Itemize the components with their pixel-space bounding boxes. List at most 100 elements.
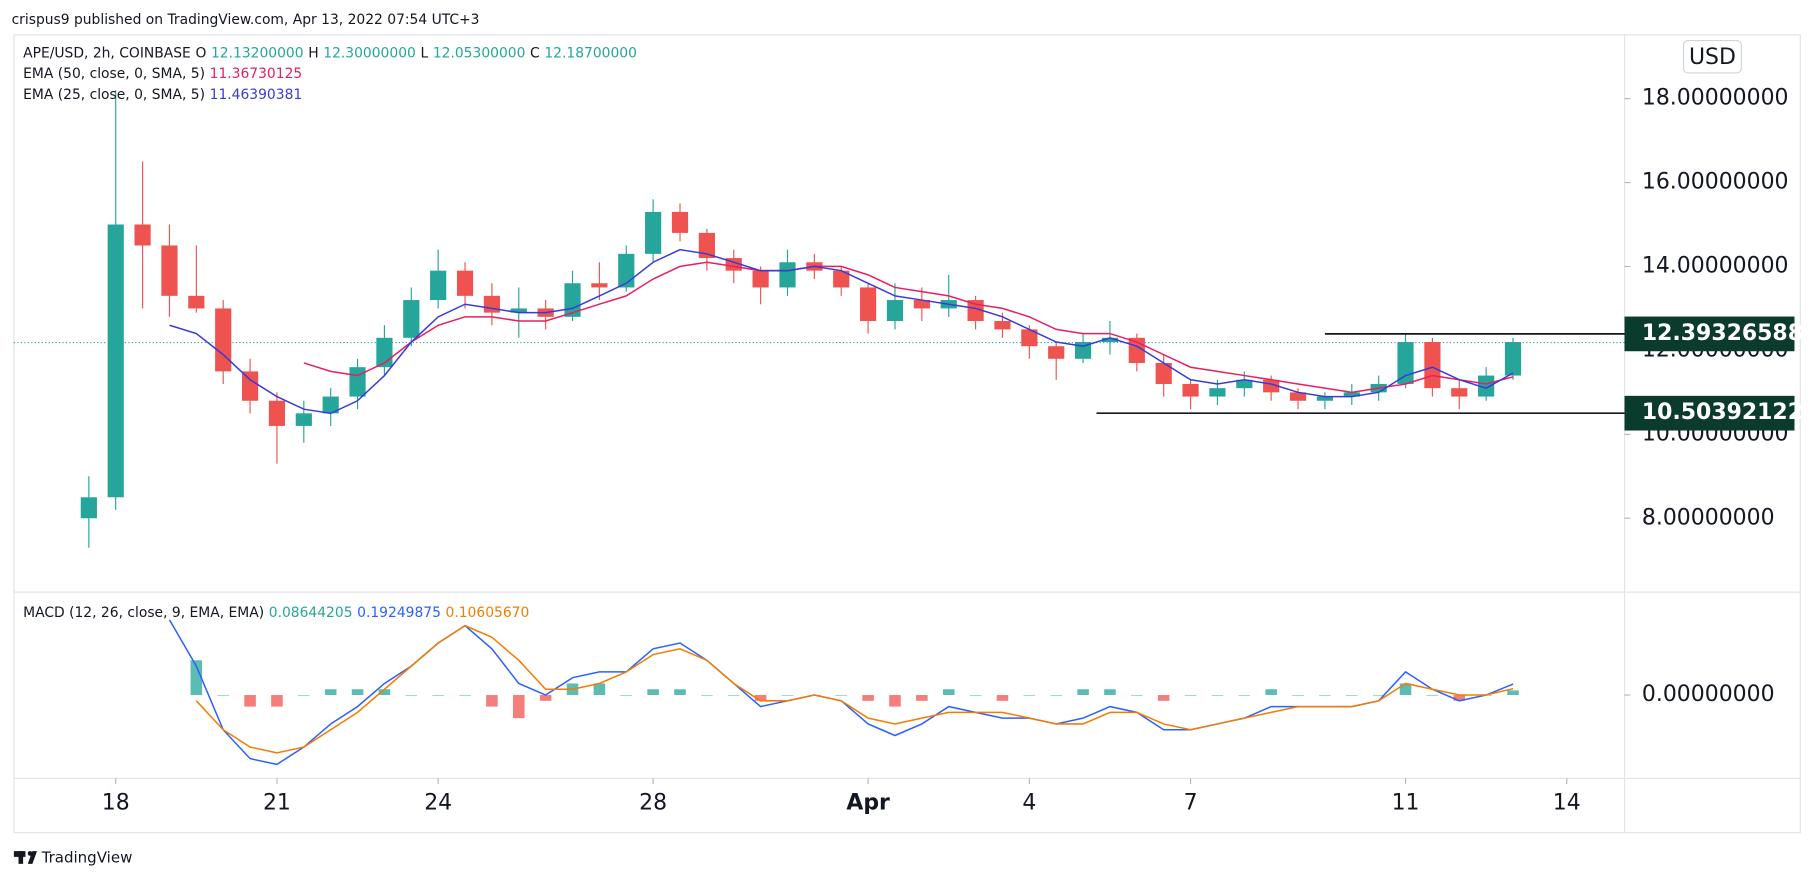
indicator-name: MACD (12, 26, close, 9, EMA, EMA)	[23, 605, 264, 621]
macd-histogram-bar	[1372, 695, 1385, 696]
indicator-value: 11.46390381	[210, 87, 303, 103]
indicator-value: 11.36730125	[210, 66, 303, 82]
ohlc-key: L	[420, 45, 428, 61]
macd-histogram-bar	[996, 695, 1009, 701]
candle-body	[886, 300, 904, 322]
ema-line	[303, 261, 1514, 394]
x-tick-label: 21	[263, 791, 291, 816]
macd-histogram-bar	[701, 695, 713, 696]
ohlc-key: O	[195, 45, 206, 61]
candle-body	[1289, 392, 1307, 401]
macd-histogram-bar	[781, 695, 794, 696]
candle-body	[1451, 388, 1468, 397]
candle-body	[295, 413, 312, 426]
macd-histogram-bar	[835, 695, 848, 696]
macd-histogram-bar	[298, 695, 310, 696]
macd-histogram-bar	[593, 683, 606, 696]
candle-body	[1397, 342, 1414, 384]
macd-histogram-bar	[1453, 695, 1466, 701]
ohlc-value: 12.18700000	[544, 45, 637, 61]
currency: USD	[1689, 45, 1736, 70]
candle-body	[618, 253, 635, 288]
macd-histogram-bar	[1211, 695, 1224, 696]
candle-body	[134, 224, 151, 246]
macd-histogram-bar	[513, 695, 525, 719]
candle-body	[1236, 379, 1253, 389]
candle-body	[1504, 342, 1522, 376]
y-tick-label: 8.00000000	[1642, 505, 1775, 530]
macd-histogram-bar	[1399, 683, 1412, 696]
macd-histogram-bar	[351, 689, 364, 696]
macd-histogram-bar	[1319, 695, 1331, 696]
ohlc-value: 12.05300000	[433, 45, 526, 61]
byline: crispus9 published on TradingView.com, A…	[12, 12, 480, 28]
level-tag	[1624, 316, 1795, 352]
macd-histogram-bar	[539, 695, 552, 701]
macd-histogram-bar	[1050, 695, 1062, 696]
macd-histogram-bar	[1131, 695, 1143, 696]
candle-body	[403, 300, 420, 338]
macd-histogram-bar	[647, 689, 659, 696]
candle-body	[1155, 362, 1172, 384]
macd-histogram-bar	[1346, 695, 1358, 696]
macd-histogram-bar	[1184, 695, 1197, 696]
macd-line	[195, 624, 1514, 754]
currency-box[interactable]	[1682, 40, 1742, 74]
candle-body	[564, 283, 581, 317]
candle-body	[349, 367, 366, 397]
level-label: 12.39326588	[1642, 321, 1803, 346]
macd-histogram-bar	[1507, 690, 1519, 696]
macd-histogram-bar	[378, 689, 391, 696]
candle-body	[107, 224, 124, 498]
macd-histogram-bar	[1077, 689, 1089, 696]
macd-histogram-bar	[405, 695, 418, 696]
chart-frame	[13, 34, 1801, 834]
macd-histogram-bar	[1104, 689, 1116, 696]
candle-body	[322, 396, 339, 414]
candle-body	[483, 295, 501, 313]
y-tick-label: 16.00000000	[1642, 170, 1789, 195]
macd-histogram-bar	[1157, 695, 1170, 701]
indicator-value: 0.10605670	[446, 605, 530, 621]
ohlc-key: C	[530, 45, 540, 61]
indicator-name: EMA (50, close, 0, SMA, 5)	[23, 66, 205, 82]
candle-body	[1478, 375, 1495, 397]
level-tag	[1624, 395, 1795, 431]
ema-line	[169, 248, 1514, 415]
macd-histogram-bar	[432, 695, 444, 696]
candle-body	[1101, 337, 1119, 343]
candle-body	[860, 287, 877, 322]
macd-histogram-bar	[324, 689, 337, 696]
x-tick-label: 7	[1184, 791, 1198, 816]
indicator-value: 0.19249875	[357, 605, 441, 621]
candle-body	[1182, 383, 1199, 397]
candle-body	[1048, 346, 1065, 359]
macd-y-tick-label: 0.00000000	[1642, 682, 1775, 707]
macd-histogram-bar	[190, 660, 203, 696]
indicator-name: EMA (25, close, 0, SMA, 5)	[23, 87, 205, 103]
x-tick-label: 4	[1022, 791, 1036, 816]
macd-histogram-bar	[1238, 695, 1251, 696]
candle-body	[456, 270, 474, 296]
macd-histogram-bar	[942, 689, 955, 696]
ohlc-key: H	[308, 45, 318, 61]
macd-histogram-bar	[1292, 695, 1304, 696]
candle-body	[645, 211, 662, 254]
candle-body	[1424, 342, 1441, 389]
candle-body	[80, 497, 97, 519]
ohlc-value: 12.30000000	[323, 45, 416, 61]
macd-histogram-bar	[754, 695, 767, 701]
candle-body	[698, 232, 715, 259]
y-tick-label: 14.00000000	[1642, 253, 1789, 278]
macd-line	[168, 619, 1514, 766]
macd-histogram-bar	[916, 695, 928, 701]
symbol: APE/USD, 2h, COINBASE	[23, 45, 191, 61]
x-tick-label: 14	[1553, 791, 1581, 816]
candle-body	[241, 371, 259, 401]
macd-histogram-bar	[271, 695, 283, 707]
candle-body	[779, 262, 796, 288]
macd-histogram-bar	[862, 695, 874, 701]
macd-histogram-bar	[1265, 689, 1277, 696]
candle-body	[913, 300, 930, 309]
